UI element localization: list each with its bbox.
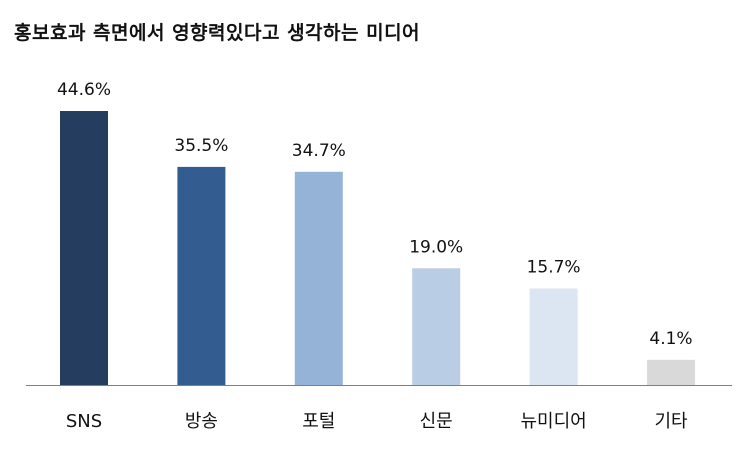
category-label-2: 포털 bbox=[302, 411, 335, 432]
value-label-4: 15.7% bbox=[527, 258, 581, 278]
value-label-2: 34.7% bbox=[292, 141, 346, 161]
bar-3 bbox=[412, 268, 461, 385]
chart-title: 홍보효과 측면에서 영향력있다고 생각하는 미디어 bbox=[14, 22, 421, 44]
category-label-4: 뉴미디어 bbox=[520, 411, 586, 432]
labels-layer: 44.6% SNS 35.5% 방송 34.7% 포털 19.0% 신문 15.7% 뉴미디어 4.… bbox=[57, 80, 693, 432]
bar-1 bbox=[177, 166, 226, 385]
bars-layer bbox=[60, 111, 695, 385]
bar-5 bbox=[647, 359, 695, 385]
value-label-1: 35.5% bbox=[174, 136, 228, 156]
bar-4 bbox=[529, 288, 578, 385]
category-label-0: SNS bbox=[66, 411, 102, 432]
bar-0 bbox=[60, 111, 108, 385]
value-label-0: 44.6% bbox=[57, 80, 111, 100]
category-label-1: 방송 bbox=[185, 411, 218, 432]
category-label-3: 신문 bbox=[420, 411, 453, 432]
category-label-5: 기타 bbox=[654, 411, 688, 432]
value-label-5: 4.1% bbox=[649, 329, 692, 349]
bar-2 bbox=[294, 171, 343, 385]
value-label-3: 19.0% bbox=[409, 237, 463, 257]
